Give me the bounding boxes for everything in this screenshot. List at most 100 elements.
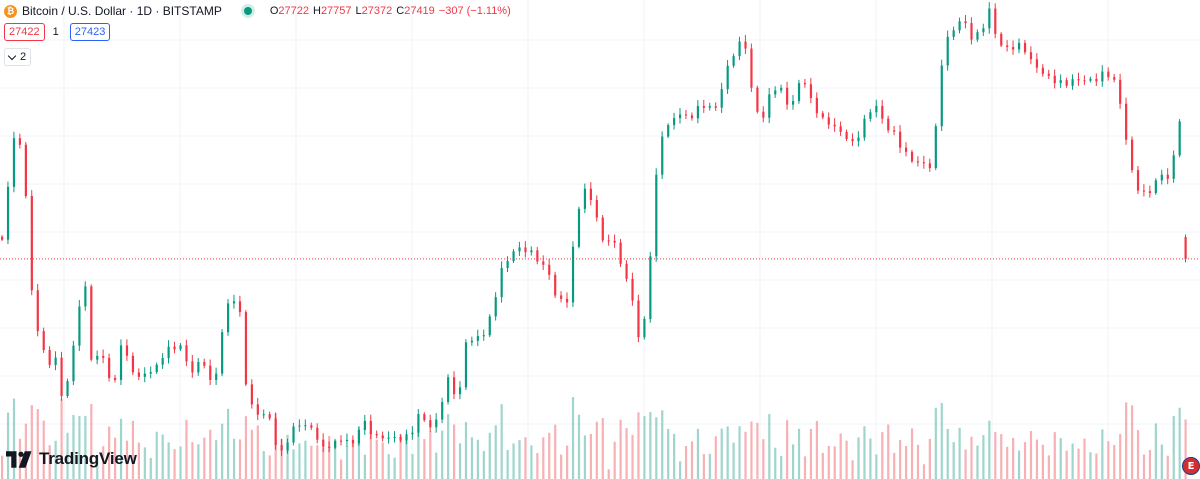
candle-body-down xyxy=(1125,103,1128,140)
candle-body-down xyxy=(381,435,384,439)
candle-body-up xyxy=(161,358,164,365)
volume-bar xyxy=(863,426,866,479)
candle-body-down xyxy=(994,8,997,34)
volume-bar xyxy=(958,427,961,479)
volume-bar xyxy=(90,403,93,479)
candle-body-up xyxy=(768,94,771,118)
volume-bar xyxy=(851,460,854,479)
candle-body-down xyxy=(131,355,135,373)
candle-body-up xyxy=(441,402,444,420)
volume-bar xyxy=(173,449,176,479)
candle-body-down xyxy=(1006,45,1009,48)
candle-body-down xyxy=(1142,190,1146,192)
volume-bar xyxy=(1047,455,1050,479)
candle-body-up xyxy=(678,114,682,119)
candle-body-up xyxy=(167,346,170,359)
tradingview-logo[interactable]: TradingView xyxy=(6,449,137,469)
volume-bar xyxy=(786,420,789,479)
market-status-icon[interactable] xyxy=(243,7,252,15)
candle-body-up xyxy=(447,377,450,403)
volume-bar xyxy=(1089,452,1092,479)
tradingview-wordmark: TradingView xyxy=(39,449,137,468)
volume-bar xyxy=(922,464,926,479)
volume-bar xyxy=(684,445,688,479)
volume-bar xyxy=(18,438,22,479)
volume-bar xyxy=(518,440,521,479)
candle-body-down xyxy=(90,286,93,360)
candle-body-down xyxy=(637,300,640,338)
candle-body-down xyxy=(209,365,212,380)
volume-bar xyxy=(762,439,765,479)
volume-bar xyxy=(286,434,289,479)
volume-bar xyxy=(500,404,503,479)
volume-bar xyxy=(857,437,860,479)
volume-bar xyxy=(1,455,4,479)
candle-body-up xyxy=(952,30,955,37)
volume-bar xyxy=(1119,434,1122,479)
volume-bar xyxy=(512,443,515,479)
volume-bar xyxy=(1101,429,1104,479)
volume-bar xyxy=(203,437,206,479)
candle-body-up xyxy=(149,372,152,374)
buy-price-button[interactable]: 27423 xyxy=(69,23,111,41)
volume-bars xyxy=(1,397,1187,479)
candle-body-down xyxy=(589,188,592,201)
candle-body-up xyxy=(1059,80,1062,84)
candle-body-up xyxy=(1154,180,1157,194)
volume-bar xyxy=(1071,443,1074,479)
volume-bar xyxy=(899,439,902,479)
candle-body-down xyxy=(238,301,242,313)
candle-body-up xyxy=(1089,78,1092,81)
candle-body-up xyxy=(869,112,872,119)
symbol-title[interactable]: Bitcoin / U.S. Dollar · 1D · BITSTAMP xyxy=(22,4,222,18)
candle-body-up xyxy=(571,246,575,303)
candle-body-up xyxy=(470,340,474,343)
volume-bar xyxy=(369,432,372,479)
candle-body-up xyxy=(506,261,509,268)
candle-body-down xyxy=(1119,79,1122,104)
open-value: 27722 xyxy=(278,5,309,17)
candle-body-up xyxy=(1071,79,1074,86)
volume-bar xyxy=(803,456,807,479)
candle-body-down xyxy=(429,420,432,428)
candle-body-down xyxy=(803,83,807,85)
volume-bar xyxy=(42,420,45,479)
volume-bar xyxy=(310,445,313,479)
volume-bar xyxy=(869,438,872,479)
volume-bar xyxy=(244,416,248,479)
volume-bar xyxy=(720,428,723,479)
sell-price-button[interactable]: 27422 xyxy=(4,23,45,41)
candle-body-down xyxy=(268,414,271,419)
volume-bar xyxy=(506,450,509,479)
flag-icon[interactable]: E xyxy=(1182,457,1200,475)
volume-bar xyxy=(238,439,242,479)
candle-body-down xyxy=(839,126,842,132)
candle-body-down xyxy=(631,278,634,301)
volume-bar xyxy=(316,445,319,479)
candle-body-down xyxy=(690,115,694,119)
candle-body-down xyxy=(1029,52,1033,60)
candle-body-down xyxy=(613,240,616,243)
volume-bar xyxy=(1148,450,1152,479)
volume-bar xyxy=(488,432,491,479)
volume-bar xyxy=(334,440,337,479)
volume-bar xyxy=(940,403,943,479)
volume-bar xyxy=(441,430,444,479)
candle-body-down xyxy=(815,97,818,114)
candle-body-down xyxy=(113,377,117,380)
volume-bar xyxy=(1017,450,1021,479)
candle-body-down xyxy=(750,48,753,88)
candle-body-up xyxy=(934,126,937,169)
indicators-toggle-button[interactable]: 2 xyxy=(4,48,32,66)
candle-body-down xyxy=(250,384,253,405)
volume-bar xyxy=(964,449,967,479)
volume-bar xyxy=(1130,405,1134,479)
candle-body-up xyxy=(12,138,16,187)
volume-bar xyxy=(690,441,694,479)
volume-bar xyxy=(904,446,908,479)
candle-body-up xyxy=(292,426,295,443)
volume-bar xyxy=(78,415,81,479)
volume-bar xyxy=(1041,444,1044,479)
candle-body-up xyxy=(655,174,658,257)
